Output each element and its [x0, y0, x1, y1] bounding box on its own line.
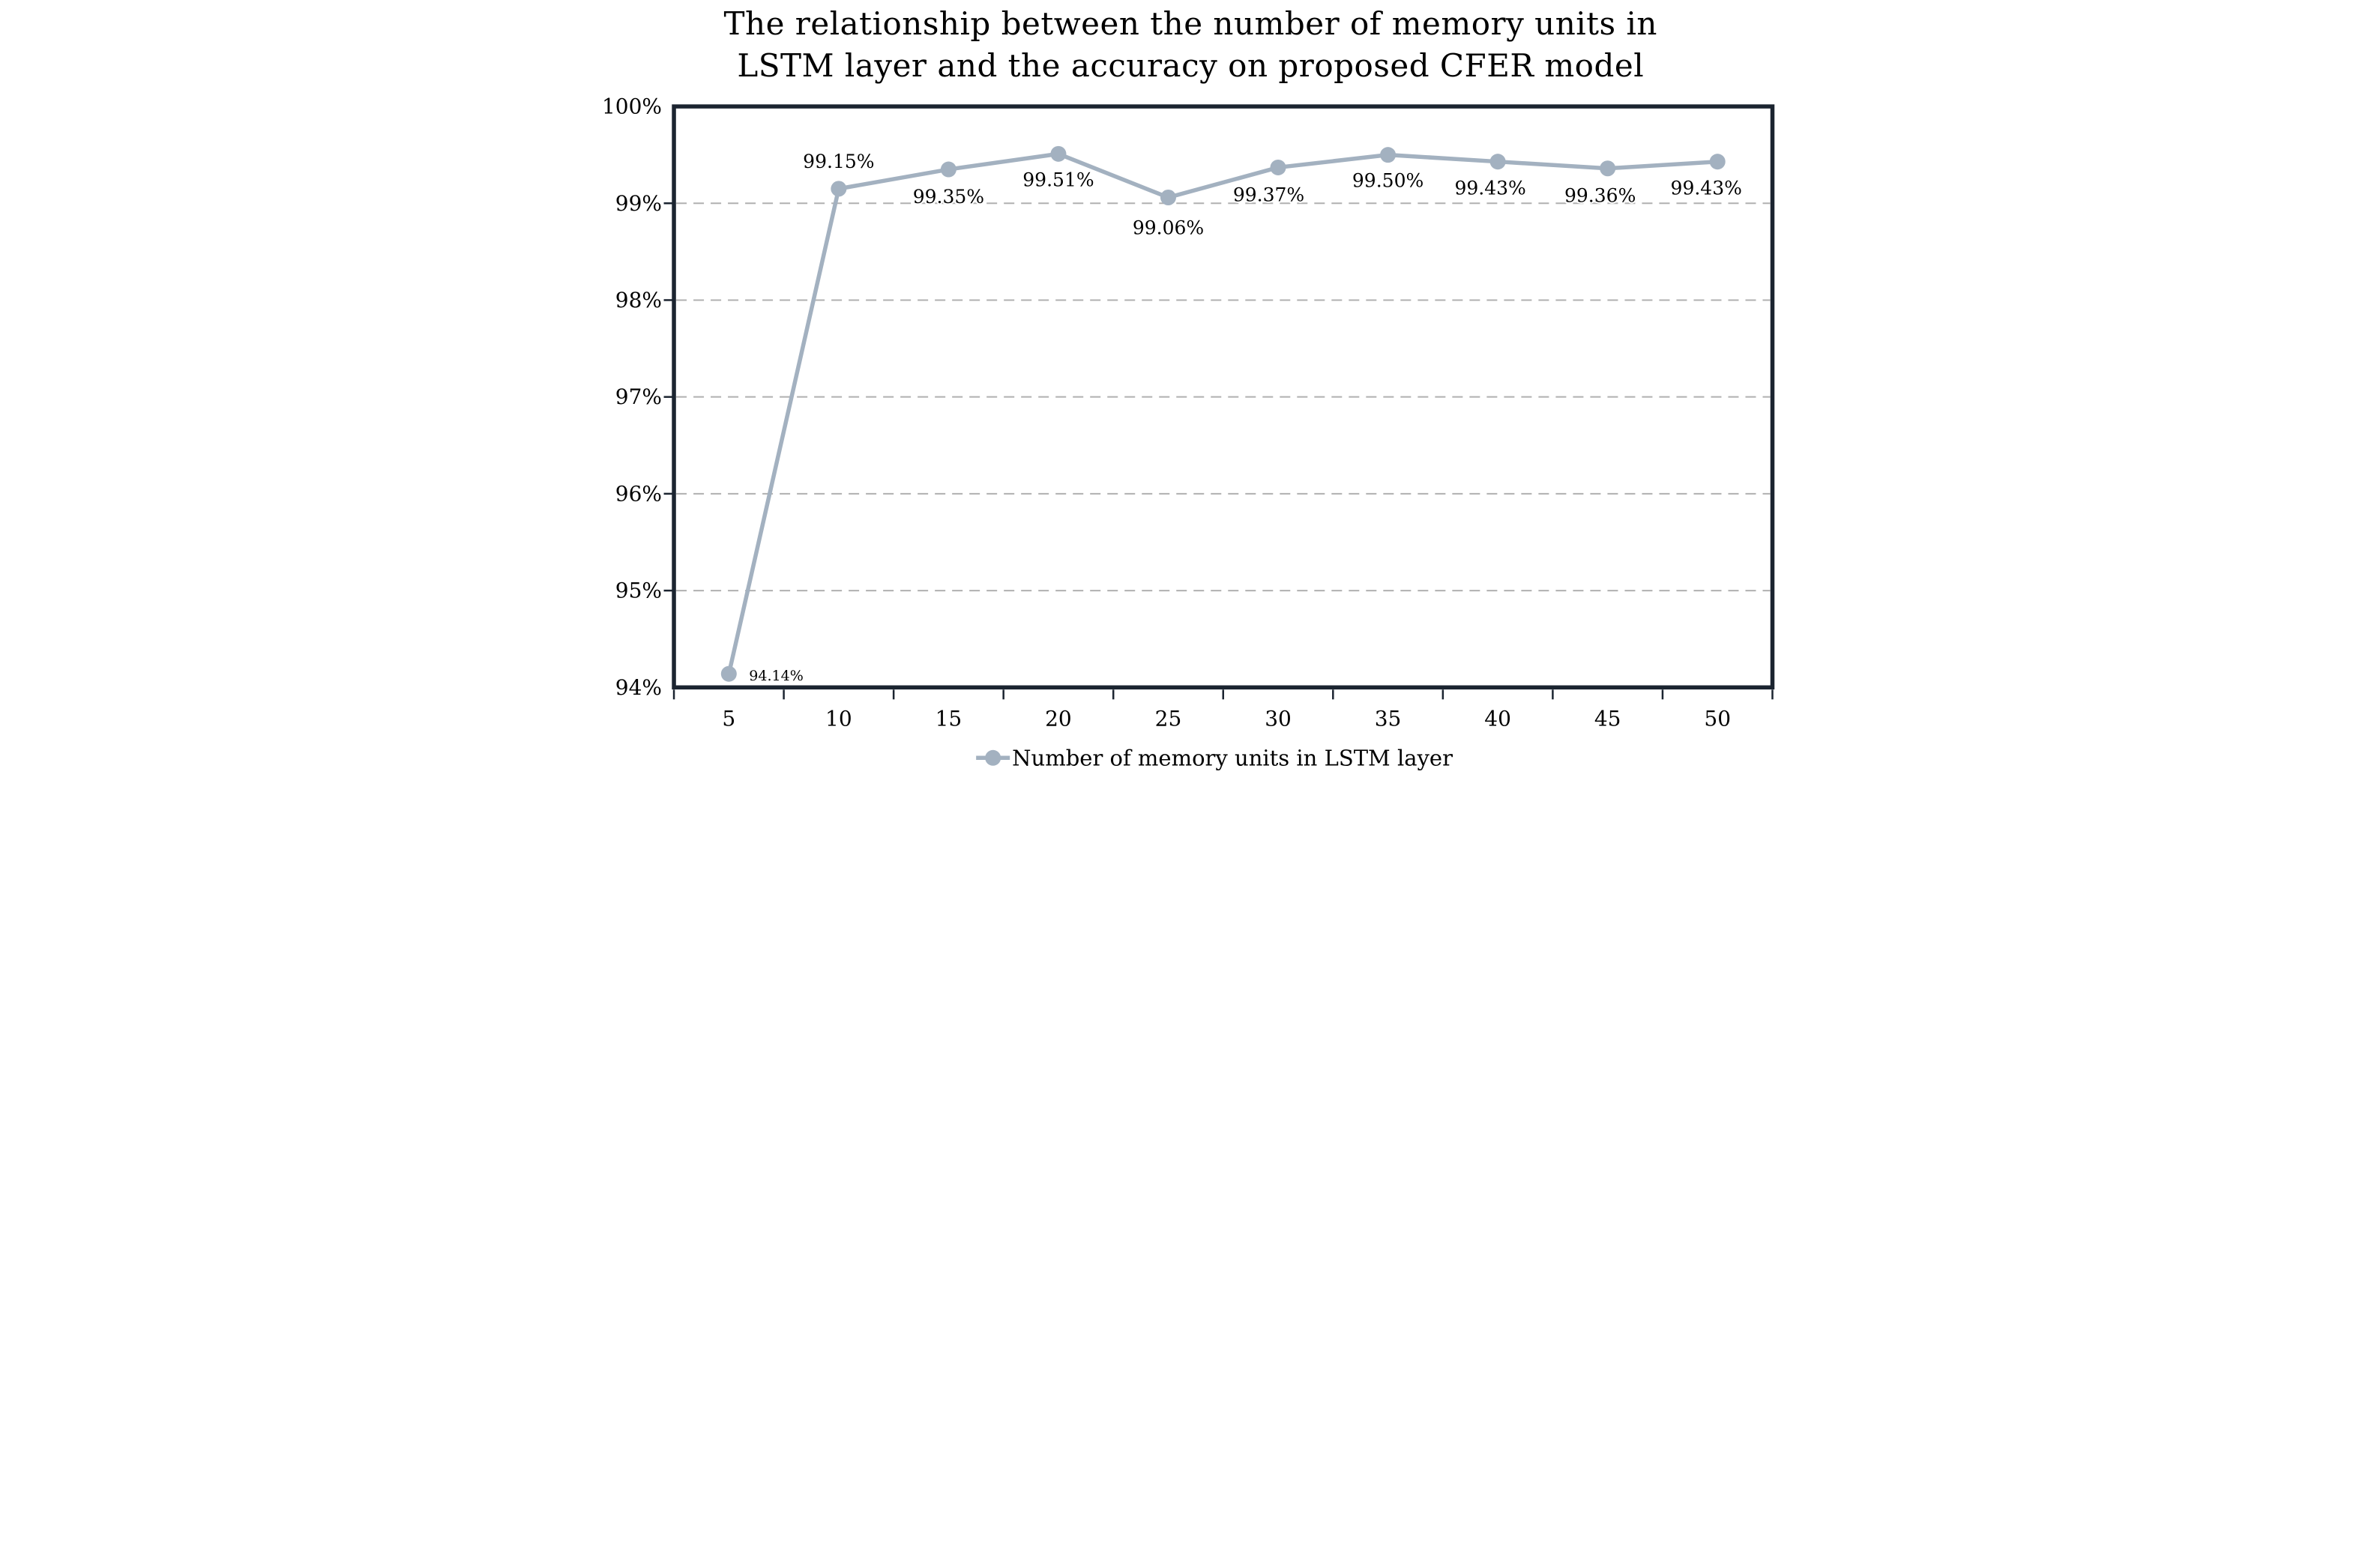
data-point-label: 99.50% [1352, 170, 1423, 192]
data-point-marker [1379, 147, 1396, 163]
x-axis-ticks [672, 689, 1774, 700]
data-labels: 94.14% 99.15% 99.35% 99.51% 99.06% 99.37% 99.5… [747, 149, 1744, 686]
chart-title-line2: LSTM layer and the accuracy on proposed … [737, 47, 1644, 84]
gridlines [675, 202, 1770, 592]
data-point-label: 99.43% [1670, 178, 1741, 199]
data-point-label: 94.14% [749, 668, 803, 684]
chart-title-line1: The relationship between the number of m… [723, 5, 1657, 42]
legend-label: Number of memory units in LSTM layer [1012, 745, 1453, 770]
y-axis-tick-label: 95% [615, 579, 661, 603]
x-axis-tick-label: 30 [1265, 706, 1292, 731]
data-point-marker [1270, 159, 1286, 175]
data-point-marker [1160, 189, 1176, 205]
y-axis-tick-label: 94% [615, 675, 661, 700]
line-chart: The relationship between the number of m… [601, 5, 1774, 770]
x-axis-tick-label: 15 [935, 706, 962, 731]
plot-frame [671, 104, 1774, 690]
data-point-marker [1489, 154, 1506, 170]
data-point-label: 99.36% [1564, 185, 1636, 207]
data-point-marker [940, 161, 956, 178]
legend-marker-icon [984, 749, 1001, 766]
data-point-label: 99.43% [1454, 178, 1525, 199]
series-line [720, 145, 1726, 682]
data-point-label: 99.37% [1232, 184, 1304, 205]
y-axis-tick-label: 99% [615, 191, 661, 216]
x-axis-labels: 5 10 15 20 25 30 35 40 45 50 [722, 706, 1731, 731]
data-point-marker [720, 665, 737, 682]
y-axis-tick-label: 98% [615, 288, 661, 312]
data-point-marker [1709, 154, 1726, 170]
data-point-label: 99.35% [912, 186, 983, 208]
data-point-marker [830, 181, 846, 197]
y-axis-tick-label: 100% [601, 94, 661, 119]
x-axis-tick-label: 45 [1594, 706, 1621, 731]
data-point-label: 99.06% [1132, 217, 1203, 239]
x-axis-tick-label: 35 [1374, 706, 1401, 731]
x-axis-tick-label: 5 [722, 706, 735, 731]
y-axis-ticks [663, 202, 674, 592]
x-axis-tick-label: 10 [825, 706, 852, 731]
data-point-marker [1049, 145, 1066, 162]
y-axis-tick-label: 97% [615, 384, 661, 409]
x-axis-tick-label: 50 [1704, 706, 1731, 731]
chart-figure: The relationship between the number of m… [595, 0, 1786, 779]
x-axis-tick-label: 20 [1045, 706, 1072, 731]
y-axis-tick-label: 96% [615, 481, 661, 506]
data-point-label: 99.51% [1022, 169, 1094, 190]
x-axis-tick-label: 40 [1484, 706, 1511, 731]
legend: Number of memory units in LSTM layer [975, 745, 1453, 770]
series-path [726, 151, 1720, 676]
y-axis-labels: 100% 99% 98% 97% 96% 95% 94% [601, 94, 661, 700]
data-point-marker [1599, 160, 1615, 177]
x-axis-tick-label: 25 [1154, 706, 1181, 731]
data-point-label: 99.15% [803, 151, 874, 172]
